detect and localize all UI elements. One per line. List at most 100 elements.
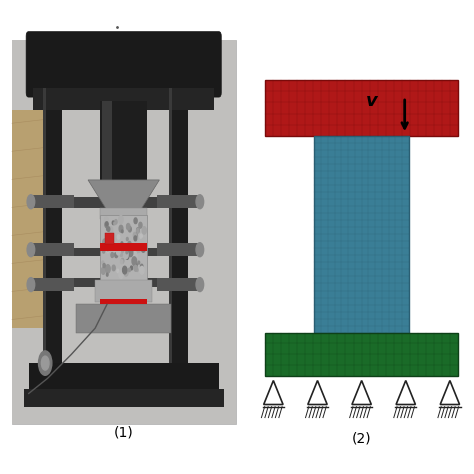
Circle shape — [134, 218, 137, 224]
FancyBboxPatch shape — [12, 40, 236, 424]
Circle shape — [119, 225, 123, 232]
Circle shape — [128, 227, 131, 232]
Circle shape — [137, 228, 139, 233]
Circle shape — [107, 248, 109, 253]
Circle shape — [107, 234, 111, 241]
FancyBboxPatch shape — [100, 299, 147, 304]
Polygon shape — [88, 180, 159, 210]
FancyBboxPatch shape — [33, 88, 214, 110]
Text: (2): (2) — [352, 432, 372, 446]
Circle shape — [141, 245, 146, 252]
FancyBboxPatch shape — [31, 243, 74, 256]
FancyBboxPatch shape — [95, 280, 152, 302]
Circle shape — [128, 268, 130, 272]
Circle shape — [127, 237, 128, 241]
Circle shape — [133, 232, 136, 237]
Circle shape — [113, 245, 117, 252]
FancyBboxPatch shape — [52, 247, 178, 256]
Circle shape — [121, 242, 123, 246]
Circle shape — [109, 227, 113, 234]
Circle shape — [107, 273, 108, 276]
Circle shape — [141, 264, 143, 269]
FancyBboxPatch shape — [26, 32, 221, 97]
FancyBboxPatch shape — [31, 195, 74, 208]
Circle shape — [123, 266, 127, 274]
Circle shape — [140, 234, 142, 238]
Circle shape — [103, 264, 105, 268]
FancyBboxPatch shape — [43, 88, 62, 372]
FancyBboxPatch shape — [76, 304, 171, 333]
Circle shape — [111, 253, 114, 257]
Circle shape — [106, 244, 109, 251]
Circle shape — [196, 243, 204, 257]
Circle shape — [112, 235, 116, 242]
FancyBboxPatch shape — [28, 363, 219, 393]
FancyBboxPatch shape — [265, 80, 458, 137]
FancyBboxPatch shape — [157, 243, 200, 256]
Circle shape — [196, 195, 204, 209]
FancyBboxPatch shape — [24, 389, 224, 407]
Circle shape — [196, 278, 204, 292]
Circle shape — [103, 246, 105, 250]
Circle shape — [126, 253, 129, 259]
Circle shape — [124, 268, 128, 276]
Circle shape — [134, 233, 137, 238]
Circle shape — [27, 278, 35, 292]
FancyBboxPatch shape — [169, 88, 173, 372]
Circle shape — [113, 235, 117, 241]
Circle shape — [112, 265, 115, 271]
Circle shape — [115, 219, 117, 224]
FancyBboxPatch shape — [12, 40, 236, 424]
Circle shape — [134, 236, 137, 241]
Circle shape — [137, 247, 140, 252]
Circle shape — [102, 261, 104, 264]
Circle shape — [120, 252, 123, 256]
Circle shape — [130, 266, 133, 270]
Circle shape — [114, 243, 118, 251]
Circle shape — [27, 195, 35, 209]
Text: v: v — [366, 92, 378, 110]
Circle shape — [106, 222, 108, 226]
FancyBboxPatch shape — [52, 278, 178, 287]
Circle shape — [121, 258, 124, 263]
Circle shape — [132, 252, 137, 260]
Circle shape — [121, 230, 123, 233]
FancyBboxPatch shape — [265, 333, 458, 376]
Circle shape — [118, 235, 120, 239]
Text: (1): (1) — [114, 425, 134, 439]
Circle shape — [112, 221, 114, 225]
Circle shape — [115, 252, 118, 257]
Circle shape — [140, 266, 144, 274]
Circle shape — [108, 246, 110, 249]
Circle shape — [41, 356, 49, 370]
Circle shape — [107, 227, 109, 230]
Circle shape — [128, 249, 133, 256]
Circle shape — [114, 241, 117, 245]
FancyBboxPatch shape — [12, 110, 50, 328]
Circle shape — [104, 217, 108, 224]
Circle shape — [134, 265, 137, 271]
FancyBboxPatch shape — [100, 101, 147, 180]
Circle shape — [126, 251, 128, 254]
FancyBboxPatch shape — [52, 197, 178, 208]
Circle shape — [102, 249, 105, 253]
Circle shape — [101, 267, 105, 274]
FancyBboxPatch shape — [105, 233, 114, 244]
Circle shape — [38, 351, 52, 375]
FancyBboxPatch shape — [157, 278, 200, 291]
FancyBboxPatch shape — [314, 137, 409, 333]
FancyBboxPatch shape — [43, 88, 46, 372]
Circle shape — [139, 222, 142, 228]
Circle shape — [134, 262, 137, 267]
Circle shape — [27, 243, 35, 257]
Circle shape — [103, 239, 107, 246]
Circle shape — [127, 224, 130, 230]
FancyBboxPatch shape — [102, 101, 112, 180]
Circle shape — [106, 241, 108, 245]
Circle shape — [117, 269, 118, 273]
Circle shape — [121, 244, 126, 252]
Circle shape — [142, 227, 146, 234]
Circle shape — [119, 271, 123, 278]
FancyBboxPatch shape — [169, 88, 188, 372]
Circle shape — [108, 243, 109, 246]
